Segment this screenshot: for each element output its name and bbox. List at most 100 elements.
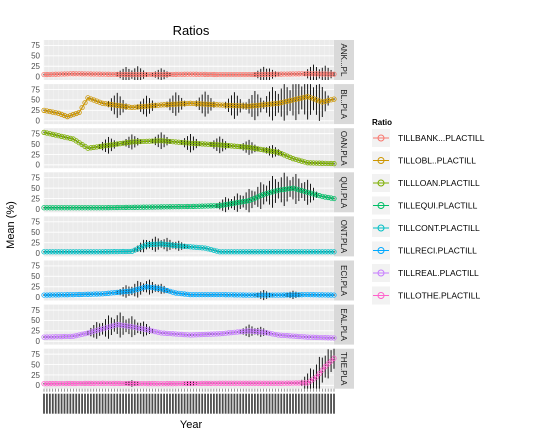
data-point: [187, 203, 194, 210]
data-point: [58, 249, 65, 255]
data-point: [97, 99, 103, 105]
data-point: [44, 249, 50, 255]
x-tick-label-glyph: [125, 393, 127, 414]
data-point: [264, 71, 270, 77]
data-point: [73, 205, 79, 211]
x-tick-label-glyph: [183, 393, 186, 414]
data-point: [56, 292, 62, 298]
data-point: [249, 249, 255, 255]
data-point: [82, 380, 88, 387]
x-tick-label-glyph: [277, 393, 280, 414]
data-point: [108, 204, 114, 211]
data-point: [258, 102, 264, 108]
data-point: [266, 71, 273, 77]
y-tick-label: 0: [36, 72, 41, 81]
data-point: [261, 71, 267, 77]
data-point: [190, 100, 196, 107]
data-point: [164, 381, 170, 387]
data-point: [138, 71, 144, 78]
series-line: [44, 187, 335, 209]
data-point: [328, 195, 334, 201]
data-point: [182, 243, 188, 249]
data-point: [123, 104, 129, 110]
data-point: [140, 326, 147, 332]
x-tick-label-glyph: [72, 393, 75, 414]
data-point: [299, 292, 305, 298]
data-point: [76, 71, 82, 77]
data-point: [161, 330, 167, 336]
x-tick-label-glyph: [148, 393, 151, 414]
data-point: [167, 138, 173, 145]
data-point: [94, 144, 100, 150]
data-point: [85, 71, 91, 77]
data-point: [44, 292, 50, 298]
data-point: [331, 71, 337, 77]
y-tick-label: 50: [31, 360, 40, 369]
data-point: [47, 131, 53, 137]
x-tick-label-glyph: [171, 393, 174, 414]
data-point: [88, 96, 94, 102]
data-point: [310, 191, 317, 197]
data-point: [64, 114, 71, 120]
data-point: [85, 95, 91, 101]
data-point: [225, 71, 232, 78]
data-point: [310, 249, 317, 255]
data-point: [278, 332, 284, 338]
data-point: [82, 249, 88, 255]
data-point: [214, 71, 220, 78]
data-point: [161, 71, 167, 78]
data-point: [287, 185, 293, 192]
data-point: [272, 331, 279, 338]
data-point: [85, 205, 91, 211]
data-point: [97, 291, 103, 297]
data-point: [182, 291, 188, 297]
x-tick-label-glyph: [324, 393, 327, 414]
x-tick-label-glyph: [254, 393, 256, 414]
x-tick-label-glyph: [212, 393, 215, 414]
legend-item: TILLOTHE.PLACTILL: [372, 286, 480, 305]
data-point: [140, 138, 147, 145]
data-point: [56, 133, 62, 139]
data-point: [223, 71, 229, 78]
data-point: [108, 380, 114, 386]
y-axis-title: Mean (%): [5, 201, 17, 249]
data-point: [50, 292, 56, 298]
data-point: [97, 71, 103, 77]
data-point: [220, 292, 226, 298]
data-point: [199, 380, 205, 387]
data-point: [299, 188, 305, 194]
x-tick-label-glyph: [286, 393, 289, 414]
data-point: [50, 334, 56, 340]
y-tick-label: 25: [31, 371, 40, 380]
x-tick-label-glyph: [227, 393, 230, 414]
data-point: [322, 364, 328, 370]
data-point: [190, 292, 196, 298]
data-point: [167, 242, 173, 248]
data-point: [47, 249, 53, 255]
data-point: [237, 103, 243, 109]
data-point: [211, 203, 217, 209]
data-point: [176, 243, 182, 249]
data-point: [202, 203, 208, 209]
data-point: [126, 288, 132, 294]
data-point: [199, 71, 205, 77]
data-point: [328, 160, 334, 167]
data-point: [328, 249, 334, 255]
data-point: [272, 100, 279, 107]
y-tick-label: 50: [31, 228, 40, 237]
data-point: [202, 141, 208, 147]
data-point: [287, 249, 293, 255]
data-point: [249, 328, 255, 334]
y-tick-label: 25: [31, 62, 40, 71]
data-point: [243, 380, 249, 386]
data-point: [164, 204, 170, 210]
x-tick-label-glyph: [110, 393, 113, 414]
y-tick-label: 75: [31, 262, 40, 271]
data-point: [173, 139, 179, 145]
x-tick-label-glyph: [75, 393, 78, 414]
x-tick-label-glyph: [245, 393, 248, 414]
data-point: [266, 292, 273, 298]
x-tick-label-glyph: [89, 393, 92, 414]
data-point: [275, 149, 281, 155]
